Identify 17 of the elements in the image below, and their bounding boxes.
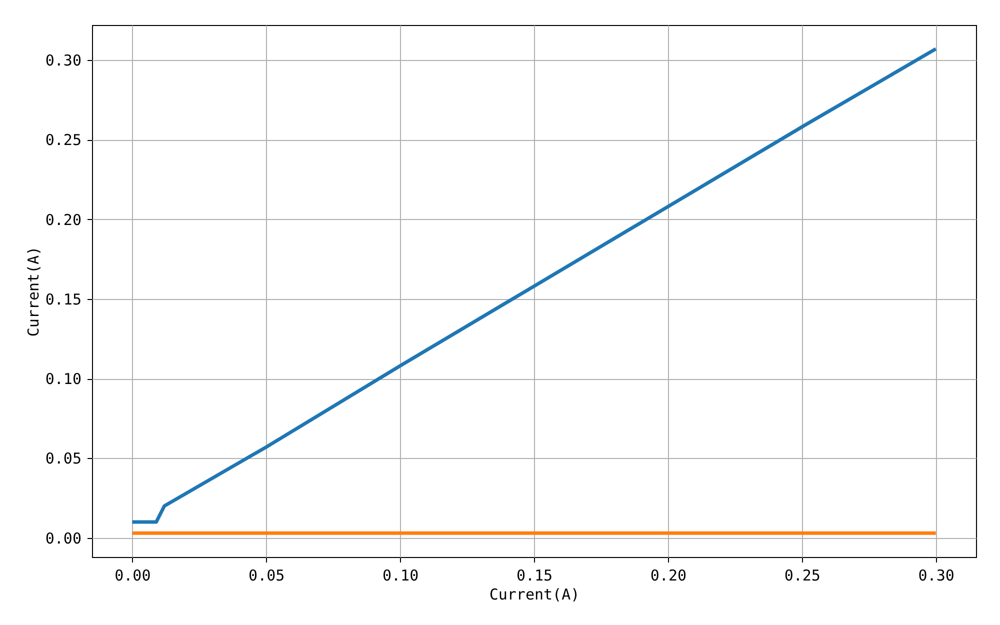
x-axis-title: Current(A) bbox=[489, 586, 580, 604]
line-series bbox=[130, 47, 938, 524]
x-tick-label: 0.25 bbox=[784, 566, 820, 584]
y-tick-label: 0.00 bbox=[45, 529, 82, 548]
x-tick-label: 0.20 bbox=[650, 566, 686, 584]
y-tick-label: 0.25 bbox=[45, 131, 82, 150]
y-tick-label: 0.15 bbox=[45, 290, 82, 308]
x-tick-label: 0.05 bbox=[248, 566, 285, 584]
x-tick-label: 0.10 bbox=[382, 566, 419, 584]
y-tick-label: 0.05 bbox=[45, 450, 82, 468]
x-tick-label: 0.15 bbox=[516, 566, 553, 584]
x-tick-label: 0.00 bbox=[114, 566, 151, 584]
y-axis-title: Current(A) bbox=[24, 246, 42, 337]
x-tick-label: 0.30 bbox=[918, 566, 954, 584]
y-tick-label: 0.10 bbox=[45, 370, 82, 388]
y-tick-label: 0.20 bbox=[45, 210, 82, 229]
y-tick-label: 0.30 bbox=[45, 52, 82, 70]
